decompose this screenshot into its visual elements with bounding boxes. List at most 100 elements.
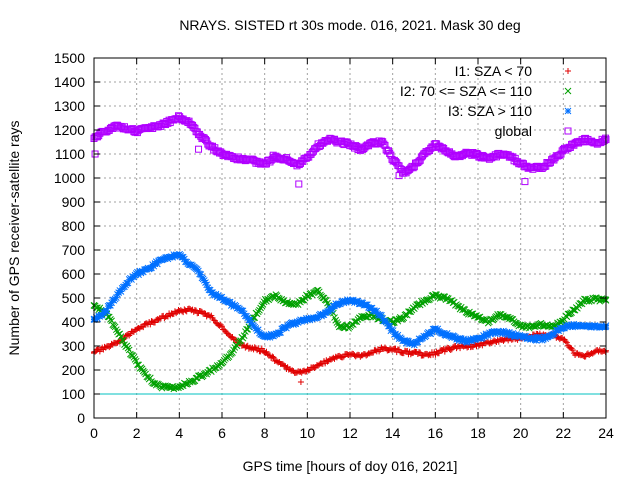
legend-marker [564,107,572,115]
data-point [154,260,161,268]
x-tick-label: 24 [598,425,614,441]
data-point [386,322,394,330]
legend-item-2: I2: 70 <= SZA <= 110 [400,83,572,99]
legend-item-3: I3: SZA > 110 [448,103,572,119]
data-point [328,305,336,313]
data-point [509,153,517,161]
data-point [409,164,417,172]
legend: I1: SZA < 70 I2: 70 <= SZA <= 110 I3: SZA … [400,63,572,139]
data-point [454,335,462,343]
data-point [125,346,133,354]
y-tick-label: 1500 [54,50,85,66]
y-tick-label: 1400 [54,74,85,90]
outlier-point [195,145,203,153]
y-tick-label: 200 [62,362,86,378]
data-point [281,362,288,369]
data-point [428,328,436,336]
data-point [308,148,316,156]
data-point [266,333,274,341]
data-point [103,307,111,315]
y-tick-label: 300 [62,338,86,354]
data-point [232,302,240,310]
outlier-point [521,178,529,186]
data-point [448,334,456,342]
x-tick-label: 18 [470,425,486,441]
x-tick-label: 4 [175,425,183,441]
data-point [569,306,577,314]
data-point [221,326,228,333]
data-point [195,267,202,275]
data-point [434,325,442,333]
legend-marker [565,68,571,74]
data-point [136,267,144,275]
data-point [392,158,400,166]
data-point [246,316,254,324]
data-point [240,332,248,339]
x-tick-label: 10 [300,425,316,441]
data-point [325,307,333,315]
data-point [511,333,519,340]
data-point [254,326,262,334]
data-point [539,163,547,171]
data-point [555,152,563,160]
y-tick-label: 1200 [54,122,85,138]
data-point [239,307,247,315]
data-point [140,324,147,331]
data-point [138,365,146,373]
data-point [107,302,114,309]
data-point [405,308,412,315]
data-point [115,289,122,296]
x-tick-label: 20 [513,425,529,441]
data-point [389,157,397,165]
y-tick-label: 400 [62,314,86,330]
x-tick-label: 8 [261,425,269,441]
data-point [541,333,548,340]
data-point [563,339,570,346]
data-point [305,367,312,374]
data-point [342,299,350,306]
data-point [124,279,132,287]
data-point [382,146,390,154]
data-point [427,144,435,152]
data-point [555,327,562,335]
data-point [532,337,540,344]
series-4 [90,112,610,177]
data-point [452,333,459,341]
data-point [277,329,284,336]
data-point [146,374,154,382]
data-point [392,330,399,338]
data-point [540,335,547,343]
data-point [320,138,328,146]
data-point [326,304,334,312]
y-tick-label: 1100 [55,146,85,162]
data-point [569,347,576,354]
series-3 [90,250,610,349]
x-tick-label: 16 [428,425,444,441]
data-point [600,136,608,144]
y-tick-label: 500 [62,290,86,306]
data-point [298,297,306,304]
data-point [361,143,369,151]
data-point [152,258,160,265]
legend-label: I2: 70 <= SZA <= 110 [400,83,532,99]
legend-item-1: I1: SZA < 70 [455,63,571,79]
data-point [364,301,371,309]
data-point [253,310,261,318]
y-tick-label: 100 [62,386,86,402]
data-point [538,164,546,172]
data-point [108,317,115,325]
data-point [301,317,309,325]
data-point [247,319,255,327]
data-point [373,307,381,315]
data-point [218,323,225,330]
data-point [405,337,412,345]
data-point [263,348,270,355]
data-point [562,338,569,345]
data-point [446,148,454,156]
data-point [493,312,500,320]
legend-label: I3: SZA > 110 [448,103,532,119]
data-point [292,320,300,328]
data-point [169,254,176,261]
data-point [356,147,364,155]
outlier-point [395,172,403,180]
